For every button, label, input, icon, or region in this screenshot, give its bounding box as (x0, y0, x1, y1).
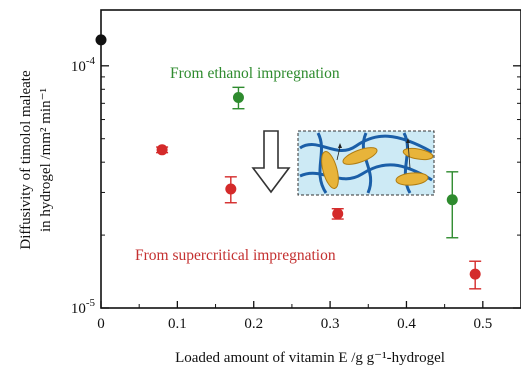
data-point (232, 91, 244, 103)
data-point (446, 194, 458, 206)
data-point (469, 268, 481, 280)
ethanol-annotation: From ethanol impregnation (170, 65, 340, 82)
x-tick-label: 0 (97, 316, 105, 332)
x-tick-label: 0.3 (321, 316, 340, 332)
data-point (156, 144, 168, 156)
data-point (332, 208, 344, 220)
x-axis-title: Loaded amount of vitamin E /g g⁻¹-hydrog… (175, 350, 445, 366)
x-tick-label: 0.4 (397, 316, 416, 332)
y-axis-title-line2: in hydrogel /mm² min⁻¹ (38, 88, 54, 232)
x-tick-label: 0.2 (244, 316, 263, 332)
x-tick-label: 0.5 (473, 316, 492, 332)
plot-frame (100, 9, 521, 309)
y-tick-label: 10-4 (71, 55, 96, 75)
hydrogel-inset (297, 130, 435, 196)
data-marks (95, 34, 482, 290)
y-axis-title: Diffusivity of timolol maleate in hydrog… (18, 70, 54, 250)
supercritical-annotation: From supercritical impregnation (135, 247, 336, 264)
data-point (95, 34, 107, 46)
y-tick-label: 10-5 (71, 297, 96, 317)
axis-ticks: 0 0.1 0.2 0.3 0.4 0.5 10-4 10-5 (71, 55, 521, 332)
y-axis-title-line1: Diffusivity of timolol maleate (18, 70, 34, 250)
data-point (225, 183, 237, 195)
x-tick-label: 0.1 (168, 316, 187, 332)
down-arrow-icon (251, 130, 291, 194)
